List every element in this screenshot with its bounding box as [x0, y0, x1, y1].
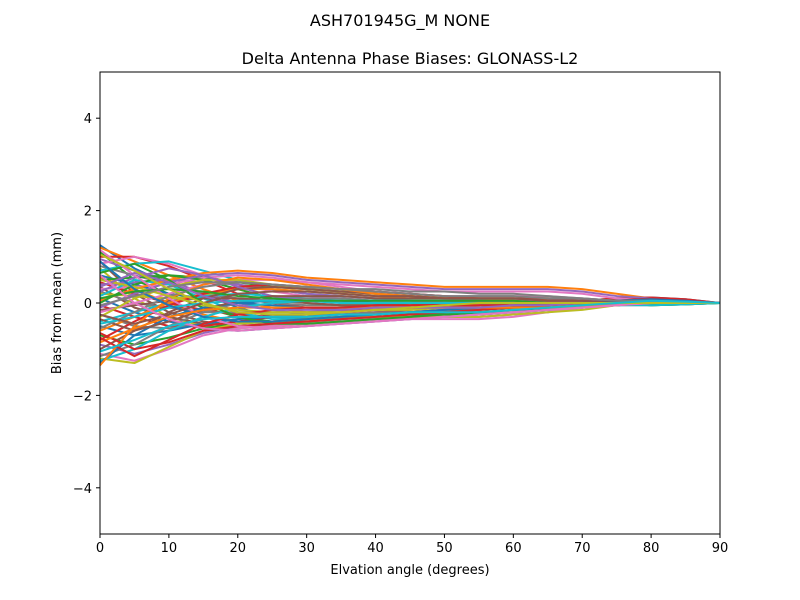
x-axis-label: Elvation angle (degrees) — [330, 563, 489, 578]
x-tick-label: 80 — [643, 541, 660, 556]
x-tick-label: 50 — [436, 541, 453, 556]
x-tick-label: 0 — [96, 541, 104, 556]
x-tick-label: 30 — [298, 541, 315, 556]
x-tick-label: 10 — [161, 541, 178, 556]
series-line-22 — [99, 269, 721, 304]
series-layer — [99, 244, 721, 367]
chart-title: Delta Antenna Phase Biases: GLONASS-L2 — [242, 49, 579, 68]
y-tick-label: 0 — [84, 297, 92, 312]
y-tick-label: 4 — [84, 112, 92, 127]
x-tick-label: 60 — [505, 541, 522, 556]
x-tick-label: 20 — [230, 541, 247, 556]
chart-suptitle: ASH701945G_M NONE — [310, 11, 490, 31]
y-tick-label: −2 — [73, 389, 92, 404]
x-axis-ticks: 0 10 20 30 40 50 60 70 80 90 — [96, 534, 728, 556]
y-tick-label: 2 — [84, 205, 92, 220]
plot-frame — [99, 71, 721, 535]
x-tick-label: 90 — [712, 541, 729, 556]
y-axis-ticks: −4 −2 0 2 4 — [73, 112, 100, 497]
series-line-57 — [99, 274, 720, 332]
y-axis-label: Bias from mean (mm) — [50, 232, 65, 374]
x-tick-label: 40 — [367, 541, 384, 556]
y-tick-label: −4 — [73, 482, 92, 497]
series-line-58 — [99, 281, 721, 307]
x-tick-label: 70 — [574, 541, 591, 556]
series-line-60 — [99, 299, 721, 353]
